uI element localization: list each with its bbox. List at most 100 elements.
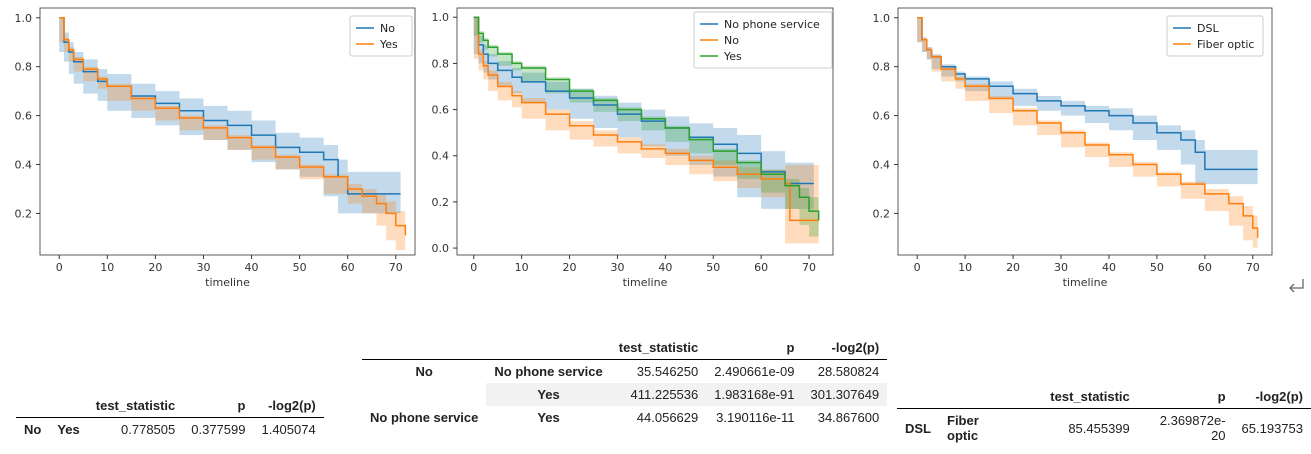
y-tick: 0.4 <box>873 159 898 172</box>
y-tick: 0.4 <box>15 159 40 172</box>
row-index: No <box>24 422 42 437</box>
x-axis-label: timeline <box>1063 276 1108 289</box>
plot-frame <box>897 7 1273 256</box>
table-cell: 1.405074 <box>261 422 316 437</box>
x-tick: 0 <box>470 255 477 274</box>
series-line <box>473 16 820 221</box>
series-line <box>473 16 814 185</box>
y-tick: 0.6 <box>873 110 898 123</box>
table-cell: 0.377599 <box>191 422 246 437</box>
table-cell: 28.580824 <box>817 364 880 379</box>
legend-label: Fiber optic <box>1197 38 1254 51</box>
y-tick: 0.6 <box>15 110 40 123</box>
table-cell: 0.778505 <box>121 422 176 437</box>
x-tick: 70 <box>389 255 403 274</box>
y-tick-label: 0.0 <box>432 242 450 255</box>
x-tick: 60 <box>1198 255 1212 274</box>
table-header-row: test_statistic p -log2(p) <box>897 385 1311 409</box>
x-tick: 60 <box>341 255 355 274</box>
table-cell: 65.193753 <box>1241 420 1303 436</box>
logrank-table-1: test_statistic p -log2(p) No Yes 0.77850… <box>16 394 324 441</box>
y-tick-label: 0.8 <box>15 61 33 74</box>
column-header: -log2(p) <box>802 336 888 360</box>
x-tick-label: 40 <box>658 261 672 274</box>
x-tick-label: 60 <box>1198 261 1212 274</box>
table-cell: 2.490661e-09 <box>714 364 795 379</box>
x-tick: 20 <box>1006 255 1020 274</box>
x-tick-label: 10 <box>515 261 529 274</box>
x-tick: 0 <box>56 255 63 274</box>
y-tick-label: 1.0 <box>432 11 450 24</box>
confidence-band <box>917 17 1258 185</box>
column-header: test_statistic <box>87 394 184 418</box>
survival-chart-2: 0 10 20 30 40 50 60 70 0.0 0.2 0.4 0.6 0.8 1.0 timelin… <box>432 7 834 289</box>
plot-frame <box>456 7 834 256</box>
y-tick: 0.8 <box>432 57 457 70</box>
y-tick-label: 0.6 <box>432 104 450 117</box>
x-tick-label: 10 <box>100 261 114 274</box>
index-header <box>362 336 487 360</box>
x-tick-label: 50 <box>1150 261 1164 274</box>
table-row: DSL Fiber optic 85.455399 2.369872e-20 6… <box>897 409 1311 448</box>
row-index <box>362 383 487 406</box>
x-tick: 30 <box>196 255 210 274</box>
x-tick-label: 20 <box>1006 261 1020 274</box>
x-tick: 40 <box>245 255 259 274</box>
x-tick: 0 <box>914 255 921 274</box>
column-header: -log2(p) <box>1233 385 1311 409</box>
index-header <box>49 394 88 418</box>
series-line <box>473 16 819 222</box>
legend: No Yes <box>349 15 413 57</box>
x-tick: 20 <box>563 255 577 274</box>
survival-chart-3: 0 10 20 30 40 50 60 70 0.2 0.4 0.6 0.8 1.0 timeline DS… <box>873 7 1273 289</box>
x-axis-label: timeline <box>623 276 668 289</box>
table-cell: 34.867600 <box>817 410 880 425</box>
y-tick: 0.8 <box>15 61 40 74</box>
legend-label: Yes <box>723 50 742 63</box>
legend-label: No <box>724 34 739 47</box>
logrank-table-3: test_statistic p -log2(p) DSL Fiber opti… <box>897 385 1311 447</box>
row-index: Yes <box>486 383 611 406</box>
x-tick-label: 40 <box>245 261 259 274</box>
y-tick-label: 1.0 <box>873 12 891 25</box>
x-tick-label: 0 <box>56 261 63 274</box>
x-tick: 70 <box>1246 255 1260 274</box>
y-tick-label: 0.6 <box>15 110 33 123</box>
y-tick-label: 0.2 <box>873 207 891 220</box>
x-tick-label: 50 <box>293 261 307 274</box>
legend-label: No <box>380 22 395 35</box>
y-tick: 1.0 <box>873 12 898 25</box>
column-header: -log2(p) <box>253 394 324 418</box>
table-header-row: test_statistic p -log2(p) <box>362 336 888 360</box>
column-header: p <box>183 394 254 418</box>
confidence-band <box>473 17 819 237</box>
x-tick-label: 0 <box>914 261 921 274</box>
x-tick: 40 <box>1102 255 1116 274</box>
legend-box <box>1166 15 1264 57</box>
y-tick-label: 0.4 <box>432 150 450 163</box>
y-tick: 0.2 <box>15 207 40 220</box>
table-row: No phone service Yes 44.056629 3.190116e… <box>362 406 887 429</box>
table-cell: 301.307649 <box>802 383 888 406</box>
table-cell: 2.369872e-20 <box>1159 413 1226 443</box>
y-tick: 0.6 <box>432 104 457 117</box>
x-tick: 50 <box>706 255 720 274</box>
y-tick: 0.4 <box>432 150 457 163</box>
x-tick-label: 60 <box>341 261 355 274</box>
column-header: test_statistic <box>610 336 707 360</box>
x-tick: 10 <box>958 255 972 274</box>
y-tick: 0.2 <box>873 207 898 220</box>
legend: No phone service No Yes <box>693 11 833 69</box>
table-cell: 44.056629 <box>636 410 699 425</box>
y-tick-label: 0.2 <box>432 196 450 209</box>
column-header: p <box>706 336 803 360</box>
x-tick: 10 <box>515 255 529 274</box>
series-line <box>917 17 1259 238</box>
x-tick: 40 <box>658 255 672 274</box>
x-tick: 30 <box>1054 255 1068 274</box>
table-row: Yes 411.225536 1.983168e-91 301.307649 <box>362 383 888 406</box>
table-row: No Yes 0.778505 0.377599 1.405074 <box>16 418 324 442</box>
logrank-table-2: test_statistic p -log2(p) No No phone se… <box>362 336 888 429</box>
table-cell: 1.983168e-91 <box>706 383 803 406</box>
y-tick-label: 0.8 <box>873 61 891 74</box>
